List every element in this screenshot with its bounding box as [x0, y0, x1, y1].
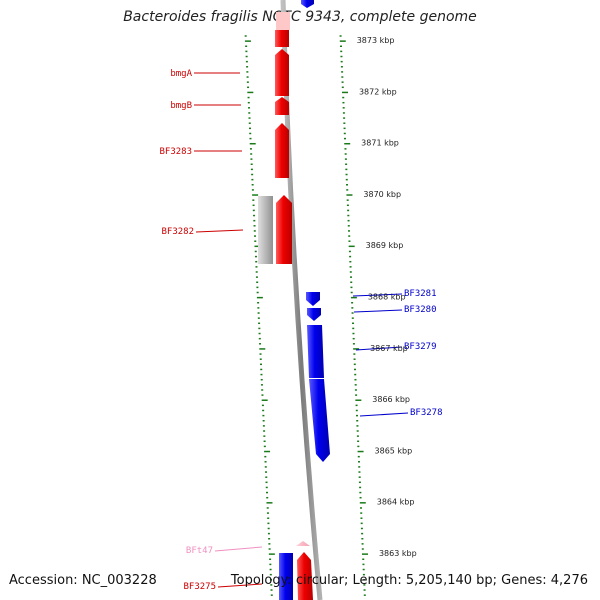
kbp-tick-label: 3870 kbp [363, 190, 401, 199]
right-tick-ruler [339, 35, 369, 596]
gene-arrow-top-reverse[interactable] [301, 0, 314, 8]
gene-arrow-BF3283[interactable] [275, 123, 289, 178]
gene-label-BF3283[interactable]: BF3283 [159, 147, 192, 157]
gene-label-bmgB[interactable]: bmgB [170, 101, 192, 111]
gene-label-BF3278[interactable]: BF3278 [410, 408, 443, 418]
gene-arrow-bmgB[interactable] [275, 97, 289, 115]
leader-BF3281 [352, 293, 403, 297]
kbp-tick-label: 3869 kbp [366, 241, 404, 250]
gene-label-BF3282[interactable]: BF3282 [161, 227, 194, 237]
kbp-tick-label: 3863 kbp [379, 549, 417, 558]
kbp-tick-label: 3868 kbp [368, 293, 406, 302]
kbp-tick-label: 3871 kbp [361, 139, 399, 148]
left-tick-ruler [244, 35, 275, 596]
leader-BF3275 [217, 583, 263, 588]
gene-arrow-BF3280[interactable] [307, 308, 321, 321]
gene-arrow-BF3278[interactable] [309, 379, 330, 462]
kbp-tick-label: 3872 kbp [359, 87, 397, 96]
kbp-tick-label: 3864 kbp [377, 498, 415, 507]
gene-label-bmgA[interactable]: bmgA [170, 69, 192, 79]
leader-BF3280 [353, 309, 403, 313]
gene-arrow-BFt47[interactable] [296, 541, 310, 546]
gene-arrow-BF3282[interactable] [276, 195, 292, 264]
kbp-tick-label: 3867 kbp [370, 344, 408, 353]
kbp-tick-label: 3865 kbp [375, 446, 413, 455]
accession-text: Accession: NC_003228 [9, 573, 157, 588]
gene-label-BFt47[interactable]: BFt47 [186, 546, 213, 556]
leader-BF3279 [355, 346, 403, 351]
leader-BF3278 [359, 412, 409, 417]
gene-label-BF3281[interactable]: BF3281 [404, 289, 437, 299]
kbp-tick-label: 3866 kbp [372, 395, 410, 404]
map-title: Bacteroides fragilis NCTC 9343, complete… [123, 9, 477, 25]
gene-arrow-BF3281[interactable] [306, 292, 320, 306]
leader-BF3282 [195, 229, 244, 233]
leader-BFt47 [214, 546, 263, 552]
kbp-tick-label: 3873 kbp [357, 36, 395, 45]
gene-label-BF3279[interactable]: BF3279 [404, 342, 437, 352]
feature-other-grey[interactable] [258, 196, 273, 264]
kbp-scale-labels: 3873 kbp 3872 kbp 3871 kbp 3870 kbp 3869 kbp… [357, 36, 417, 558]
gene-arrow-BF3279[interactable] [307, 325, 324, 378]
gene-arrow-BF3275[interactable] [297, 552, 313, 600]
gene-label-BF3275[interactable]: BF3275 [183, 582, 216, 592]
gene-arrow-bmgA-head[interactable] [275, 49, 289, 96]
gene-arrow-bmgA[interactable] [275, 30, 289, 47]
gene-arrow-bottom-reverse[interactable] [279, 553, 293, 600]
genome-info-text: Topology: circular; Length: 5,205,140 bp… [230, 573, 588, 588]
gene-label-BF3280[interactable]: BF3280 [404, 305, 437, 315]
gene-arrow-top-forward[interactable] [276, 12, 290, 30]
